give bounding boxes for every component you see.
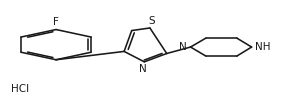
Text: F: F xyxy=(53,17,59,27)
Text: S: S xyxy=(148,16,155,26)
Text: N: N xyxy=(139,64,147,74)
Text: N: N xyxy=(179,42,187,52)
Text: HCl: HCl xyxy=(11,84,29,94)
Text: NH: NH xyxy=(255,42,271,52)
